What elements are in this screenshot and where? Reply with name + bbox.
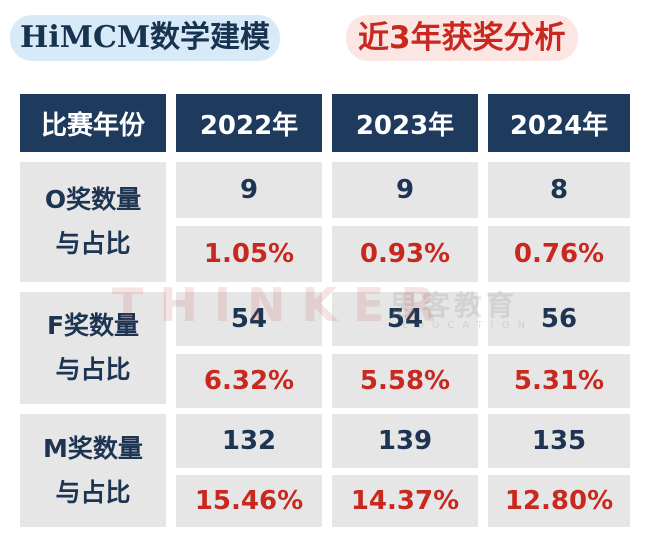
title-row: HiMCM数学建模 近3年获奖分析 — [0, 9, 650, 71]
header-cell-2024: 2024年 — [488, 94, 630, 152]
m-count-2023: 139 — [332, 414, 478, 468]
o-percent-2023: 0.93% — [332, 226, 478, 282]
m-percent-2023: 14.37% — [332, 475, 478, 527]
f-percent-2023: 5.58% — [332, 354, 478, 408]
o-count-2024: 8 — [488, 162, 630, 218]
o-count-2022: 9 — [176, 162, 322, 218]
o-percent-2024: 0.76% — [488, 226, 630, 282]
m-percent-2022: 15.46% — [176, 475, 322, 527]
title-left: HiMCM数学建模 — [10, 15, 281, 61]
m-count-2022: 132 — [176, 414, 322, 468]
header-cell-year: 比赛年份 — [20, 94, 166, 152]
header-cell-2022: 2022年 — [176, 94, 322, 152]
o-percent-2022: 1.05% — [176, 226, 322, 282]
label-line-1: O奖数量 — [44, 185, 142, 214]
m-count-2024: 135 — [488, 414, 630, 468]
label-line-1: M奖数量 — [43, 433, 143, 463]
header-cell-2023: 2023年 — [332, 94, 478, 152]
row-label-f-award: F奖数量 与占比 — [20, 292, 166, 404]
m-percent-2024: 12.80% — [488, 475, 630, 527]
o-count-2023: 9 — [332, 162, 478, 218]
title-right: 近3年获奖分析 — [346, 15, 578, 61]
f-count-2024: 56 — [488, 292, 630, 346]
f-percent-2024: 5.31% — [488, 354, 630, 408]
f-count-2022: 54 — [176, 292, 322, 346]
label-line-1: F奖数量 — [46, 311, 140, 340]
row-label-o-award: O奖数量 与占比 — [20, 162, 166, 282]
row-label-m-award: M奖数量 与占比 — [20, 414, 166, 527]
label-line-2: 与占比 — [55, 355, 131, 384]
label-line-2: 与占比 — [55, 229, 131, 258]
label-line-2: 与占比 — [55, 477, 131, 507]
f-percent-2022: 6.32% — [176, 354, 322, 408]
f-count-2023: 54 — [332, 292, 478, 346]
